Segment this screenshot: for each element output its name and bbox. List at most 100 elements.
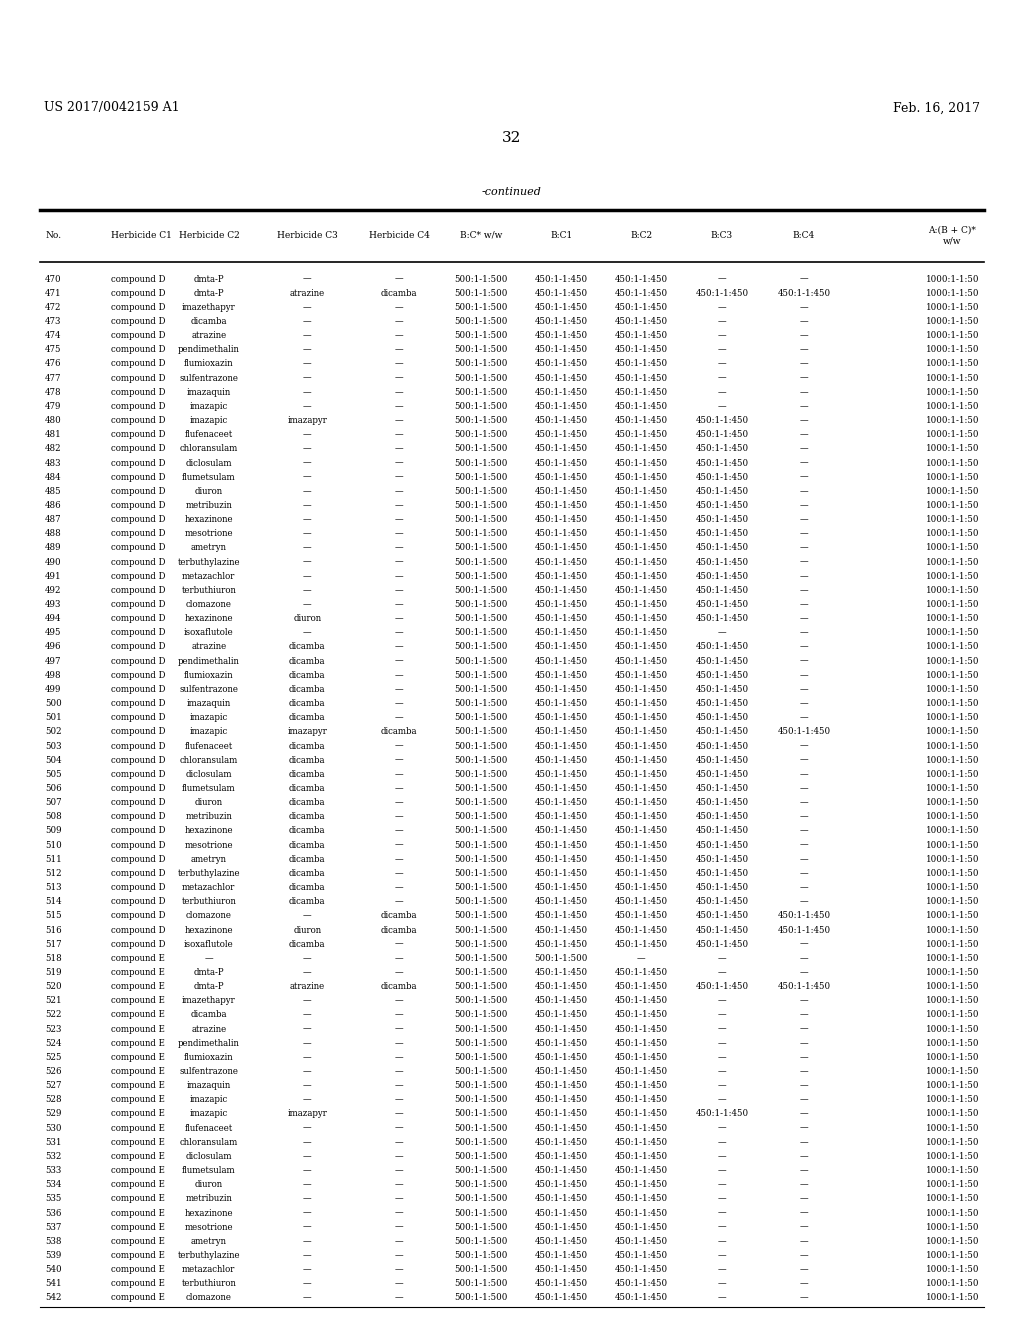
Text: compound E: compound E xyxy=(111,1166,165,1175)
Text: imazethapyr: imazethapyr xyxy=(182,302,236,312)
Text: —: — xyxy=(800,416,808,425)
Text: —: — xyxy=(718,1294,726,1303)
Text: 1000:1-1:50: 1000:1-1:50 xyxy=(926,1024,979,1034)
Text: —: — xyxy=(800,628,808,638)
Text: 450:1-1:450: 450:1-1:450 xyxy=(535,968,588,977)
Text: imazapic: imazapic xyxy=(189,416,228,425)
Text: 500:1-1:500: 500:1-1:500 xyxy=(455,713,508,722)
Text: 450:1-1:450: 450:1-1:450 xyxy=(614,1096,668,1105)
Text: 450:1-1:450: 450:1-1:450 xyxy=(695,770,749,779)
Text: —: — xyxy=(718,628,726,638)
Text: dicamba: dicamba xyxy=(289,656,326,665)
Text: —: — xyxy=(303,388,311,397)
Text: —: — xyxy=(800,572,808,581)
Text: 450:1-1:450: 450:1-1:450 xyxy=(614,529,668,539)
Text: —: — xyxy=(800,473,808,482)
Text: US 2017/0042159 A1: US 2017/0042159 A1 xyxy=(44,102,179,115)
Text: 470: 470 xyxy=(45,275,61,284)
Text: 450:1-1:450: 450:1-1:450 xyxy=(695,416,749,425)
Text: dicamba: dicamba xyxy=(381,911,418,920)
Text: 450:1-1:450: 450:1-1:450 xyxy=(614,925,668,935)
Text: hexazinone: hexazinone xyxy=(184,614,233,623)
Text: 450:1-1:450: 450:1-1:450 xyxy=(535,1024,588,1034)
Text: 500:1-1:500: 500:1-1:500 xyxy=(455,572,508,581)
Text: —: — xyxy=(395,1180,403,1189)
Text: 500:1-1:500: 500:1-1:500 xyxy=(455,700,508,708)
Text: —: — xyxy=(303,346,311,354)
Text: 1000:1-1:50: 1000:1-1:50 xyxy=(926,1110,979,1118)
Text: dmta-P: dmta-P xyxy=(194,982,224,991)
Text: —: — xyxy=(303,1053,311,1061)
Text: metribuzin: metribuzin xyxy=(185,1195,232,1204)
Text: 450:1-1:450: 450:1-1:450 xyxy=(614,643,668,652)
Text: 450:1-1:450: 450:1-1:450 xyxy=(535,925,588,935)
Text: 500:1-1:500: 500:1-1:500 xyxy=(455,458,508,467)
Text: 1000:1-1:50: 1000:1-1:50 xyxy=(926,982,979,991)
Text: compound E: compound E xyxy=(111,1195,165,1204)
Text: chloransulam: chloransulam xyxy=(180,1138,238,1147)
Text: 450:1-1:450: 450:1-1:450 xyxy=(535,643,588,652)
Text: diuron: diuron xyxy=(293,614,322,623)
Text: —: — xyxy=(303,487,311,496)
Text: —: — xyxy=(800,855,808,863)
Text: 535: 535 xyxy=(45,1195,61,1204)
Text: —: — xyxy=(800,359,808,368)
Text: 500:1-1:500: 500:1-1:500 xyxy=(455,359,508,368)
Text: —: — xyxy=(718,1010,726,1019)
Text: 500:1-1:500: 500:1-1:500 xyxy=(455,1166,508,1175)
Text: —: — xyxy=(303,557,311,566)
Text: 450:1-1:450: 450:1-1:450 xyxy=(614,755,668,764)
Text: 500:1-1:500: 500:1-1:500 xyxy=(455,445,508,453)
Text: compound D: compound D xyxy=(111,374,165,383)
Text: 1000:1-1:50: 1000:1-1:50 xyxy=(926,1195,979,1204)
Text: mesotrione: mesotrione xyxy=(184,1222,233,1232)
Text: —: — xyxy=(718,1279,726,1288)
Text: imazaquin: imazaquin xyxy=(186,700,231,708)
Text: —: — xyxy=(800,1010,808,1019)
Text: compound D: compound D xyxy=(111,346,165,354)
Text: 450:1-1:450: 450:1-1:450 xyxy=(695,557,749,566)
Text: 450:1-1:450: 450:1-1:450 xyxy=(614,502,668,510)
Text: 502: 502 xyxy=(45,727,61,737)
Text: 450:1-1:450: 450:1-1:450 xyxy=(695,430,749,440)
Text: 450:1-1:450: 450:1-1:450 xyxy=(614,473,668,482)
Text: 450:1-1:450: 450:1-1:450 xyxy=(614,1195,668,1204)
Text: 450:1-1:450: 450:1-1:450 xyxy=(614,388,668,397)
Text: 450:1-1:450: 450:1-1:450 xyxy=(614,628,668,638)
Text: compound D: compound D xyxy=(111,755,165,764)
Text: 530: 530 xyxy=(45,1123,61,1133)
Text: 1000:1-1:50: 1000:1-1:50 xyxy=(926,784,979,793)
Text: —: — xyxy=(800,1237,808,1246)
Text: —: — xyxy=(800,1123,808,1133)
Text: 532: 532 xyxy=(45,1152,61,1160)
Text: —: — xyxy=(800,1110,808,1118)
Text: 450:1-1:450: 450:1-1:450 xyxy=(614,1166,668,1175)
Text: —: — xyxy=(800,430,808,440)
Text: —: — xyxy=(800,614,808,623)
Text: 511: 511 xyxy=(45,855,61,863)
Text: 510: 510 xyxy=(45,841,61,850)
Text: 450:1-1:450: 450:1-1:450 xyxy=(535,1294,588,1303)
Text: compound D: compound D xyxy=(111,940,165,949)
Text: 500:1-1:500: 500:1-1:500 xyxy=(455,1110,508,1118)
Text: 450:1-1:450: 450:1-1:450 xyxy=(695,473,749,482)
Text: 450:1-1:450: 450:1-1:450 xyxy=(777,911,830,920)
Text: 536: 536 xyxy=(45,1209,61,1217)
Text: 450:1-1:450: 450:1-1:450 xyxy=(535,331,588,341)
Text: 473: 473 xyxy=(45,317,61,326)
Text: Herbicide C4: Herbicide C4 xyxy=(369,231,430,239)
Text: —: — xyxy=(395,1081,403,1090)
Text: —: — xyxy=(395,544,403,553)
Text: -continued: -continued xyxy=(482,187,542,197)
Text: 450:1-1:450: 450:1-1:450 xyxy=(614,416,668,425)
Text: 493: 493 xyxy=(45,601,61,609)
Text: —: — xyxy=(800,586,808,595)
Text: compound D: compound D xyxy=(111,643,165,652)
Text: —: — xyxy=(303,628,311,638)
Text: diuron: diuron xyxy=(195,1180,223,1189)
Text: compound E: compound E xyxy=(111,1039,165,1048)
Text: 450:1-1:450: 450:1-1:450 xyxy=(535,1053,588,1061)
Text: 500:1-1:500: 500:1-1:500 xyxy=(535,954,588,962)
Text: diuron: diuron xyxy=(293,925,322,935)
Text: pendimethalin: pendimethalin xyxy=(178,1039,240,1048)
